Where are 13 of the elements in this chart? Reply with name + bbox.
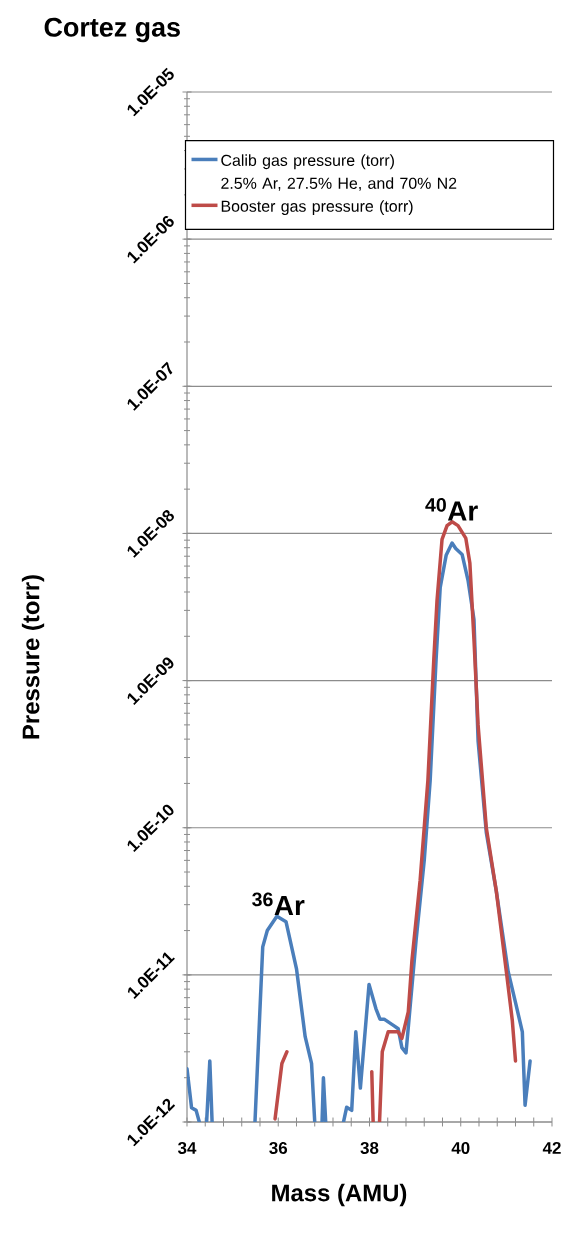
chart-title: Cortez gas <box>44 17 180 43</box>
legend-label: Calib gas pressure (torr) <box>221 154 394 170</box>
annotation: 2.5% Ar, 27.5% He, and 70% N2 <box>221 177 457 191</box>
legend-label: Booster gas pressure (torr) <box>221 200 413 216</box>
x-tick-label: 34 <box>177 1142 197 1155</box>
x-tick-label: 38 <box>360 1142 379 1155</box>
y-axis-title: Pressure (torr) <box>21 575 45 739</box>
annotation: $^{40}$Ar <box>425 497 478 521</box>
x-axis-title: Mass (AMU) <box>272 1183 407 1207</box>
x-tick-label: 36 <box>269 1142 288 1155</box>
x-tick-label: 42 <box>542 1142 561 1154</box>
annotation: $^{36}$Ar <box>252 892 305 916</box>
x-tick-label: 40 <box>451 1142 470 1154</box>
